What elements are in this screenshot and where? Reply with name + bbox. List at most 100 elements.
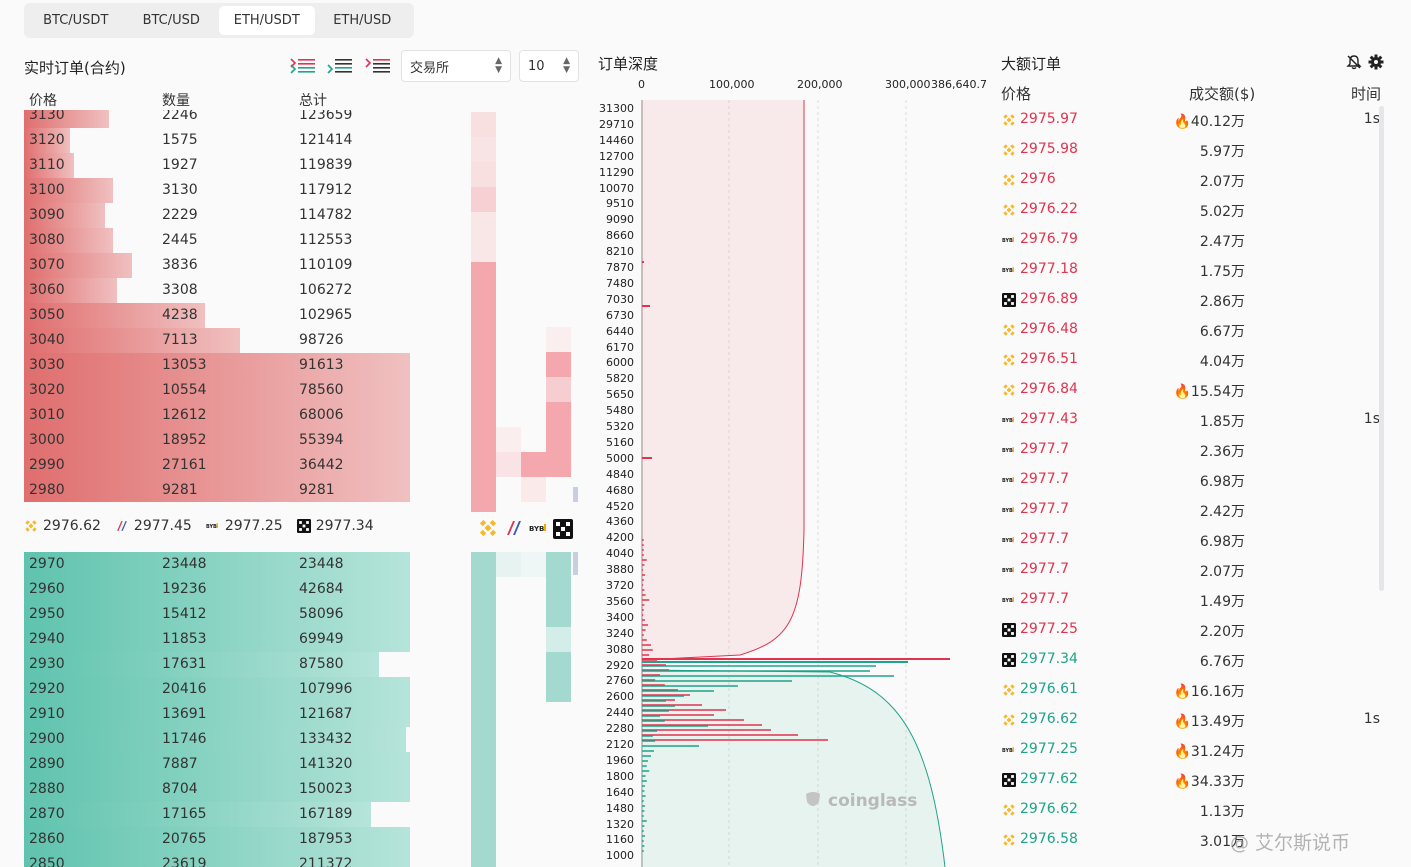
bid-row[interactable]: 2970 23448 23448	[24, 552, 410, 577]
bid-row[interactable]: 2950 15412 58096	[24, 602, 410, 627]
big-order-row[interactable]: BYB 2977.18 1.75万	[1000, 255, 1390, 285]
gear-icon[interactable]	[1368, 54, 1384, 70]
big-order-row[interactable]: 2976 2.07万	[1000, 165, 1390, 195]
big-order-amount-value: 6.98万	[1199, 474, 1245, 490]
asks-list: 3130 2246 123659 3120 1575 121414 3110 1927 1198…	[24, 110, 410, 502]
depth-select[interactable]: 10 ▲ ▼	[519, 50, 579, 82]
depth-y-tick: 7480	[606, 276, 634, 290]
bid-total: 23448	[299, 556, 344, 572]
bid-row[interactable]: 2900 11746 133432	[24, 727, 410, 752]
bid-row[interactable]: 2960 19236 42684	[24, 577, 410, 602]
ask-row[interactable]: 3020 10554 78560	[24, 378, 410, 403]
big-order-row[interactable]: 2977.34 6.76万	[1000, 645, 1390, 675]
ask-row[interactable]: 3080 2445 112553	[24, 228, 410, 253]
big-order-amount: 6.76万	[1200, 651, 1245, 671]
bid-row[interactable]: 2930 17631 87580	[24, 652, 410, 677]
depth-y-tick: 11290	[599, 165, 634, 179]
big-order-row[interactable]: 2975.97 🔥40.12万 1s	[1000, 105, 1390, 135]
both-sides-view-icon[interactable]	[289, 56, 317, 76]
big-order-price: 2976.62	[1020, 711, 1078, 727]
big-order-price: 2977.25	[1020, 621, 1078, 637]
depth-y-tick: 3560	[606, 594, 634, 608]
bid-total: 69949	[299, 631, 344, 647]
big-order-row[interactable]: BYB 2977.7 2.07万	[1000, 555, 1390, 585]
tab-eth-usd[interactable]: ETH/USD	[333, 13, 392, 28]
col-header-price: 价格	[29, 93, 57, 109]
fire-icon: 🔥	[1173, 774, 1191, 790]
big-order-row[interactable]: BYB 2977.7 6.98万	[1000, 525, 1390, 555]
depth-y-tick: 4200	[606, 531, 634, 545]
tab-eth-usdt[interactable]: ETH/USDT	[219, 6, 315, 35]
heat-cell-binance	[471, 487, 496, 512]
ask-row[interactable]: 3070 3836 110109	[24, 253, 410, 278]
bid-total: 167189	[299, 806, 353, 822]
depth-y-tick: 5480	[606, 404, 634, 418]
heat-cell-okx	[546, 352, 571, 377]
scrollbar[interactable]	[1379, 106, 1384, 591]
bid-row[interactable]: 2910 13691 121687	[24, 702, 410, 727]
depth-y-tick: 3720	[606, 579, 634, 592]
big-order-amount: 6.98万	[1200, 531, 1245, 551]
tab-btc-usdt[interactable]: BTC/USDT	[43, 13, 109, 28]
ask-row[interactable]: 3100 3130 117912	[24, 178, 410, 203]
bid-row[interactable]: 2860 20765 187953	[24, 827, 410, 852]
ask-row[interactable]: 3050 4238 102965	[24, 303, 410, 328]
big-order-row[interactable]: 2976.61 🔥16.16万	[1000, 675, 1390, 705]
exchange-select[interactable]: 交易所 ▲ ▼	[401, 50, 511, 82]
big-order-row[interactable]: BYB 2977.7 2.42万	[1000, 495, 1390, 525]
exchange-price: 2977.45	[133, 518, 192, 534]
ask-qty: 12612	[162, 407, 207, 423]
ask-row[interactable]: 3060 3308 106272	[24, 278, 410, 303]
bid-price: 2930	[29, 656, 65, 672]
svg-text:BYB: BYB	[1002, 538, 1013, 544]
ask-row[interactable]: 3130 2246 123659	[24, 110, 410, 128]
big-order-row[interactable]: 2975.98 5.97万	[1000, 135, 1390, 165]
ask-total: 123659	[299, 110, 353, 123]
big-order-row[interactable]: BYB 2977.7 2.36万	[1000, 435, 1390, 465]
big-order-row[interactable]: BYB 2977.25 🔥31.24万	[1000, 735, 1390, 765]
big-order-amount-value: 34.33万	[1190, 774, 1245, 790]
asks-view-icon[interactable]	[364, 56, 392, 76]
ask-row[interactable]: 2990 27161 36442	[24, 453, 410, 478]
ask-row[interactable]: 2980 9281 9281	[24, 478, 410, 502]
big-order-row[interactable]: 2976.89 2.86万	[1000, 285, 1390, 315]
okx-icon	[296, 519, 311, 533]
depth-y-tick: 5160	[606, 435, 634, 449]
bid-total: 87580	[299, 656, 344, 672]
big-order-row[interactable]: 2976.84 🔥15.54万	[1000, 375, 1390, 405]
ask-row[interactable]: 3010 12612 68006	[24, 403, 410, 428]
tab-btc-usd[interactable]: BTC/USD	[142, 13, 200, 28]
bids-view-icon[interactable]	[326, 56, 354, 76]
ask-row[interactable]: 3040 7113 98726	[24, 328, 410, 353]
big-order-row[interactable]: 2976.48 6.67万	[1000, 315, 1390, 345]
heat-cell-okx	[546, 652, 571, 702]
bid-row[interactable]: 2920 20416 107996	[24, 677, 410, 702]
big-order-row[interactable]: 2976.58 3.01万	[1000, 825, 1390, 855]
bid-row[interactable]: 2940 11853 69949	[24, 627, 410, 652]
bell-off-icon[interactable]	[1346, 54, 1362, 70]
big-order-row[interactable]: 2977.62 🔥34.33万	[1000, 765, 1390, 795]
ask-row[interactable]: 3000 18952 55394	[24, 428, 410, 453]
binance-icon	[1002, 383, 1016, 397]
big-order-row[interactable]: 2976.51 4.04万	[1000, 345, 1390, 375]
big-order-row[interactable]: 2976.62 1.13万	[1000, 795, 1390, 825]
big-order-price: 2976.61	[1020, 681, 1078, 697]
ask-row[interactable]: 3120 1575 121414	[24, 128, 410, 153]
big-order-row[interactable]: BYB 2976.79 2.47万	[1000, 225, 1390, 255]
ask-row[interactable]: 3090 2229 114782	[24, 203, 410, 228]
binance-icon	[1002, 353, 1016, 367]
big-order-row[interactable]: BYB 2977.43 1.85万 1s	[1000, 405, 1390, 435]
ask-row[interactable]: 3030 13053 91613	[24, 353, 410, 378]
big-order-row[interactable]: 2977.25 2.20万	[1000, 615, 1390, 645]
bid-row[interactable]: 2850 23619 211372	[24, 852, 410, 867]
bid-row[interactable]: 2890 7887 141320	[24, 752, 410, 777]
bid-row[interactable]: 2870 17165 167189	[24, 802, 410, 827]
bid-row[interactable]: 2880 8704 150023	[24, 777, 410, 802]
big-order-row[interactable]: BYB 2977.7 6.98万	[1000, 465, 1390, 495]
svg-text:BYB: BYB	[1002, 448, 1013, 454]
heat-cell-okx	[546, 452, 571, 477]
big-order-row[interactable]: 2976.62 🔥13.49万 1s	[1000, 705, 1390, 735]
ask-row[interactable]: 3110 1927 119839	[24, 153, 410, 178]
big-order-row[interactable]: 2976.22 5.02万	[1000, 195, 1390, 225]
big-order-row[interactable]: BYB 2977.7 1.49万	[1000, 585, 1390, 615]
